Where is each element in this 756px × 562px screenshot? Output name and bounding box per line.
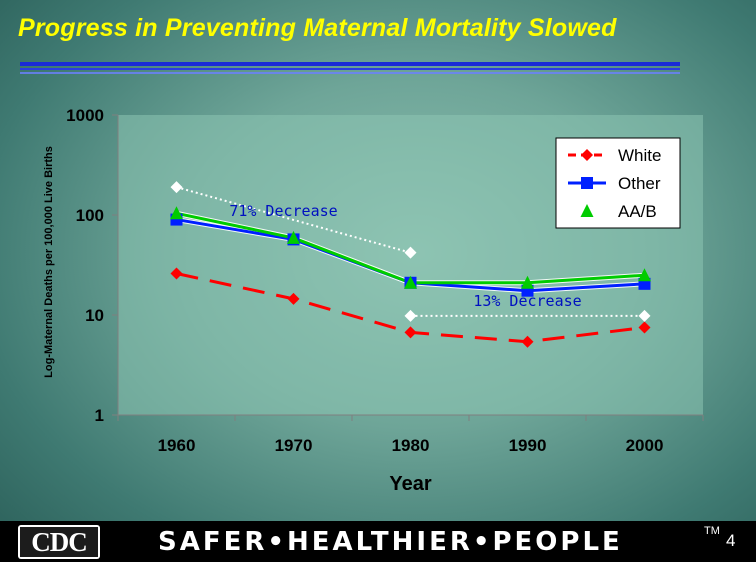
legend-marker — [581, 177, 593, 189]
legend-label: AA/B — [618, 202, 657, 221]
page-number: 4 — [726, 531, 736, 550]
x-tick-label: 1980 — [392, 436, 430, 455]
annotation-endpoint — [638, 309, 651, 322]
x-tick-label: 1990 — [509, 436, 547, 455]
title-underline — [20, 68, 680, 70]
annotation-label: 13% Decrease — [473, 292, 581, 310]
title-underline — [20, 62, 680, 66]
legend-label: Other — [618, 174, 661, 193]
data-point — [521, 275, 534, 289]
data-point — [170, 267, 183, 280]
cdc-logo-text: CDC — [20, 527, 98, 557]
y-tick-label: 1000 — [66, 106, 104, 125]
data-point — [287, 292, 300, 305]
footer-bar: CDC SAFER•HEALTHIER•PEOPLE TM 4 — [0, 521, 756, 562]
annotation-endpoint — [404, 246, 417, 259]
x-tick-label: 1960 — [158, 436, 196, 455]
slide-title: Progress in Preventing Maternal Mortalit… — [18, 14, 617, 42]
annotation-line — [176, 186, 411, 254]
data-point — [170, 206, 183, 220]
y-tick-label: 1 — [95, 406, 104, 425]
legend-marker — [581, 149, 593, 161]
x-tick-label: 2000 — [626, 436, 664, 455]
y-tick-label: 100 — [76, 206, 104, 225]
x-tick-label: 1970 — [275, 436, 313, 455]
annotation-label: 71% Decrease — [229, 202, 337, 220]
trademark: TM — [704, 525, 720, 537]
y-tick-label: 10 — [85, 306, 104, 325]
cdc-logo: CDC — [18, 525, 100, 559]
legend-marker — [580, 204, 594, 217]
data-point — [287, 230, 300, 244]
annotation-endpoint — [170, 181, 183, 194]
data-point — [638, 321, 651, 334]
x-axis-label: Year — [389, 473, 431, 495]
chart: 1 10 100 1000 1960 1970 1980 1990 2000 Year Log-Ma… — [43, 106, 704, 495]
data-point — [638, 268, 651, 282]
data-point — [404, 275, 417, 289]
y-axis-label: Log-Maternal Deaths per 100,000 Live Bir… — [43, 146, 55, 378]
data-point — [404, 326, 417, 339]
legend-label: White — [618, 146, 661, 165]
data-point — [521, 335, 534, 348]
title-underline — [20, 72, 680, 74]
tagline: SAFER•HEALTHIER•PEOPLE — [158, 527, 623, 557]
annotation-endpoint — [404, 309, 417, 322]
